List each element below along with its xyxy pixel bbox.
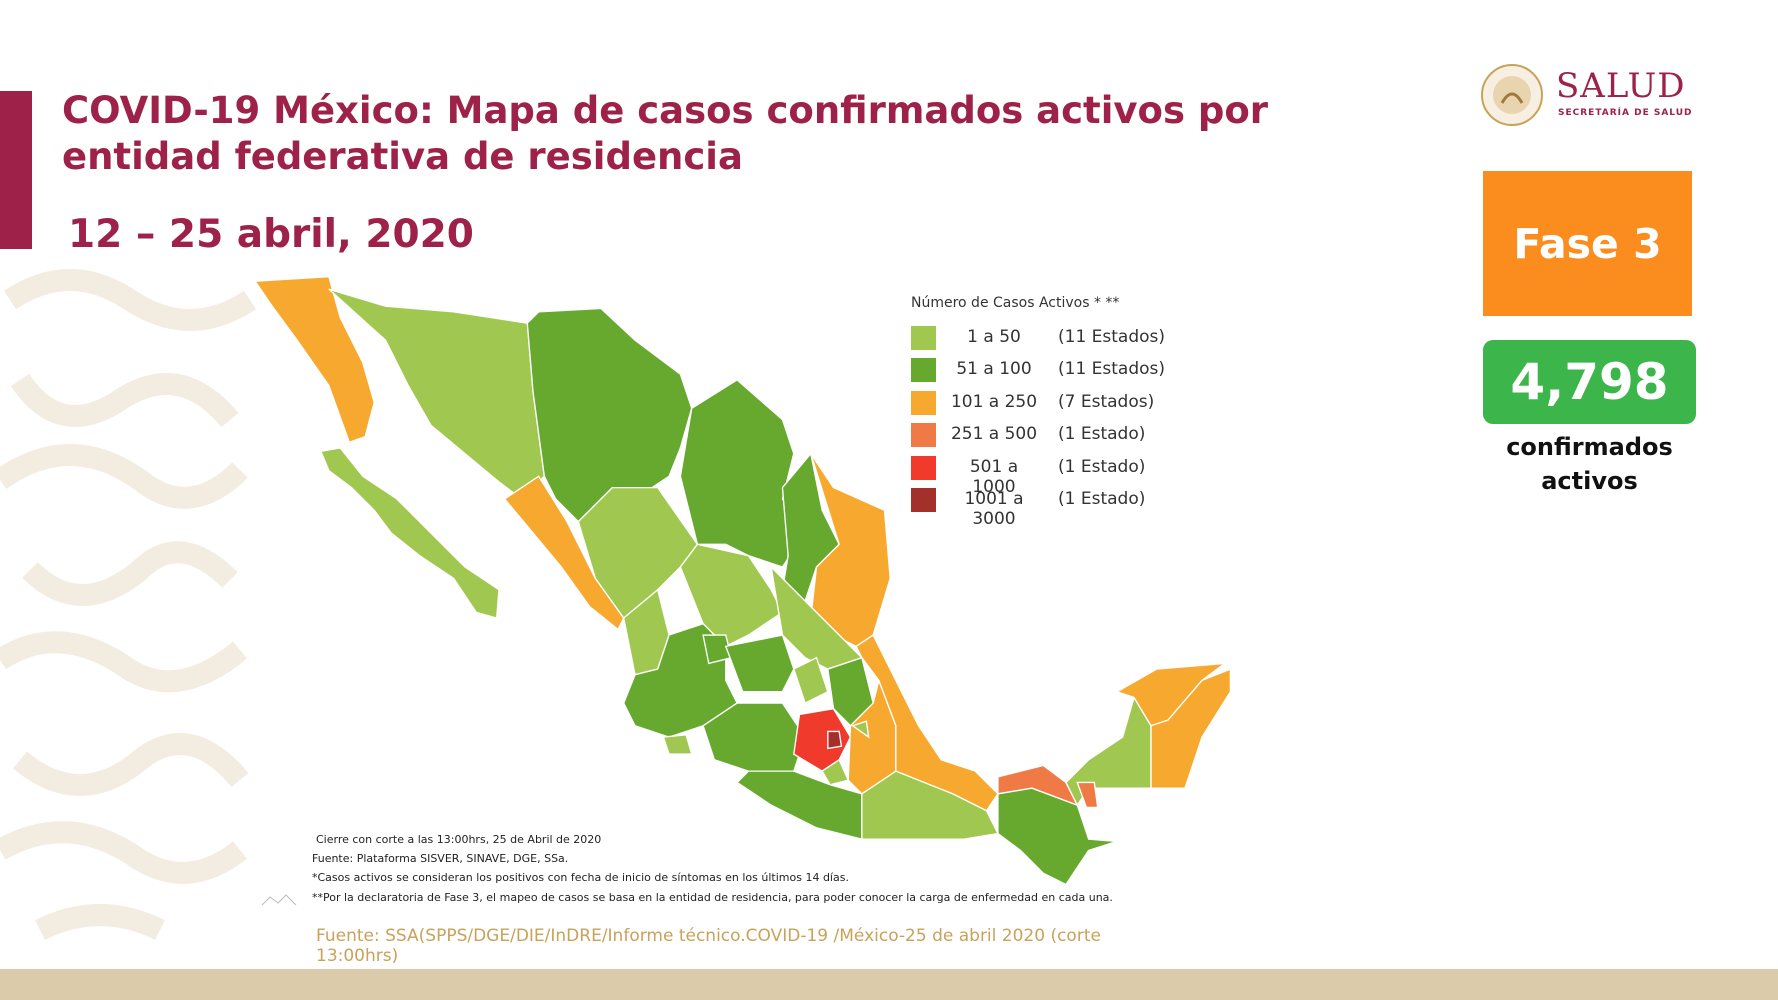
legend-swatch [911,358,936,383]
legend-swatch [911,488,936,512]
state [526,307,693,523]
accent-bar [0,91,32,249]
legend-range: 1001 a 3000 [964,489,1024,529]
legend-count: (1 Estado) [1058,489,1146,509]
state [851,720,870,739]
date: 12 – 25 abril, 2020 [68,212,474,257]
state [503,475,625,631]
legend-range: 251 a 500 [950,424,1038,445]
note: **Por la declaratoria de Fase 3, el mape… [312,890,1113,904]
legend-count: (11 Estados) [1058,359,1166,380]
state [1076,781,1099,809]
state [253,275,375,444]
legend-range: 1 a 50 [967,327,1021,347]
state [319,447,500,619]
legend-count: (1 Estado) [1058,456,1146,477]
state [792,656,829,705]
legend-count: (7 Estados) [1058,391,1155,412]
title: COVID-19 México: Mapa de casos confirmad… [62,89,1269,178]
legend-range: 51 a 100 [956,359,1032,380]
legend-swatch [911,423,936,448]
legend-range: 101 a 250 [950,391,1038,412]
state [1150,668,1232,789]
total-label: confirmados activos [1506,433,1673,495]
legend-range: 501 a 1000 [969,456,1019,497]
footer-band [0,969,1778,1000]
state [1065,695,1152,807]
note: *Casos activos se consideran los positiv… [312,871,849,885]
state [662,734,693,755]
legend-swatch [911,390,936,415]
phase-badge: Fase 3 [1483,171,1692,316]
total-value: 4,798 [1483,340,1696,424]
note: Fuente: Plataforma SISVER, SINAVE, DGE, … [312,852,569,866]
state [724,634,795,693]
state [827,730,843,750]
logo-name: SALUD [1556,66,1686,106]
icon [261,894,297,906]
legend-count: (1 Estado) [1058,424,1146,445]
legend-swatch [911,455,936,480]
state [997,787,1118,886]
logo-subtitle: SECRETARÍA DE SALUD [1558,108,1693,118]
map [253,275,1232,886]
legend-count: (11 Estados) [1058,327,1166,347]
legend-swatch [911,326,936,350]
legend-title: Número de Casos Activos * ** [911,295,1120,311]
source: Fuente: SSA(SPPS/DGE/DIE/InDRE/Informe t… [316,926,1101,966]
logo-seal [1481,64,1543,126]
note: Cierre con corte a las 13:00hrs, 25 de A… [316,833,602,846]
state [577,486,699,619]
